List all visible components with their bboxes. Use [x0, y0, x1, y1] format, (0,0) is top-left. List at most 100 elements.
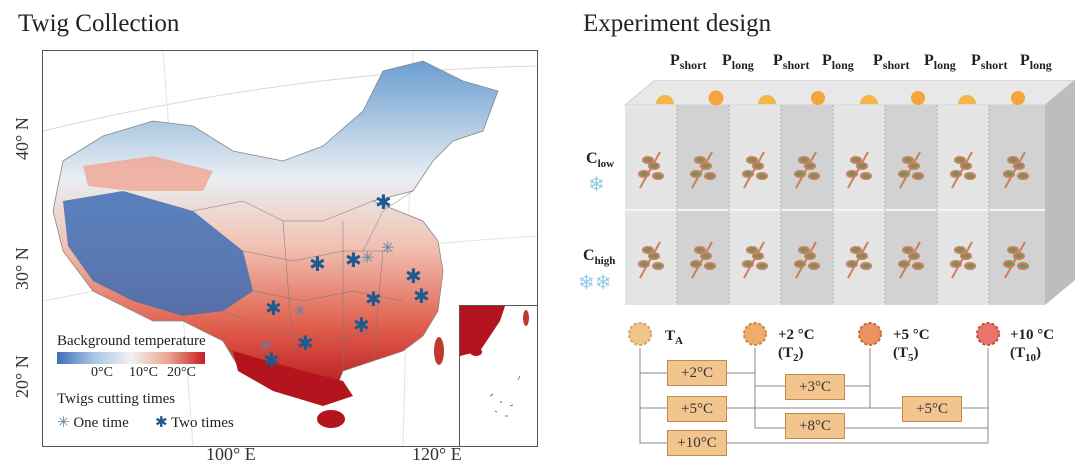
- photoperiod-label: Pshort: [773, 52, 809, 73]
- twig-icon: [690, 151, 716, 189]
- p-letter: P: [722, 52, 732, 69]
- sun-plus2-icon: [743, 322, 767, 346]
- t-main: +2 °C: [778, 327, 815, 343]
- panel-title-experiment-design: Experiment design: [583, 10, 772, 37]
- photoperiod-labels: Pshort Plong Pshort Plong Pshort Plong P…: [660, 52, 1070, 82]
- twig-icon: [1003, 241, 1029, 279]
- double-snowflake-icon: ❄❄: [578, 270, 612, 294]
- twig-icon: [794, 241, 820, 279]
- increment-box-plus2: +2°C: [667, 360, 727, 386]
- twig-icon: [950, 241, 976, 279]
- south-hot-region: [233, 351, 353, 406]
- sun-icon: [1011, 91, 1025, 105]
- increment-box-plus5-b: +5°C: [902, 396, 962, 422]
- site-two-times: ✱: [297, 331, 314, 355]
- temperature-colorbar: [57, 352, 205, 364]
- half-sun-icon: [860, 95, 878, 104]
- photoperiod-label: Pshort: [670, 52, 706, 73]
- column-shading: [625, 105, 1045, 305]
- p-letter: P: [924, 52, 934, 69]
- half-sun-icon: [758, 95, 776, 104]
- south-china-sea-inset: [459, 305, 537, 446]
- c-letter: C: [586, 150, 598, 167]
- site-one-time: ✳: [361, 248, 374, 267]
- chamber-grid-svg: [623, 80, 1075, 305]
- t-paren: (T: [778, 345, 793, 361]
- sun-plus5-icon: [858, 322, 882, 346]
- sun-icon: [811, 91, 825, 105]
- graticule-line: [43, 65, 537, 132]
- t-close: ): [1036, 345, 1041, 361]
- increment-box-plus8: +8°C: [785, 413, 845, 439]
- inset-svg: [460, 306, 529, 417]
- one-time-label: One time: [73, 415, 129, 431]
- map-svg: ✱ ✱ ✱ ✱ ✱ ✱ ✱ ✱ ✱ ✱ ✳ ✳ ✳ ✳: [43, 51, 537, 446]
- sun-icon: [708, 90, 724, 106]
- temp-tick-20: 20°C: [167, 365, 196, 380]
- site-two-times: ✱: [265, 296, 282, 320]
- site-two-times: ✱: [353, 313, 370, 337]
- t-sub: 10: [1025, 352, 1036, 364]
- grid-right-face: [1045, 80, 1075, 305]
- site-two-times: ✱: [413, 284, 430, 308]
- snowflake-icon: ❄: [588, 172, 605, 196]
- plateau-cold-region: [63, 191, 253, 316]
- t-main: +10 °C: [1010, 327, 1055, 343]
- treatment-label-plus10: +10 °C (T10): [1010, 326, 1054, 367]
- twig-icon: [742, 151, 768, 189]
- p-sub: short: [782, 58, 810, 73]
- chilling-label-high: Chigh: [583, 247, 615, 267]
- grid-top-face: [623, 80, 1075, 106]
- taiwan-island: [434, 337, 444, 365]
- y-axis-label-40: 40° N: [12, 117, 32, 160]
- p-letter: P: [670, 52, 680, 69]
- twig-icon: [950, 151, 976, 189]
- x-axis-label-120: 120° E: [412, 444, 462, 464]
- p-sub: short: [679, 58, 707, 73]
- site-one-time: ✳: [381, 238, 394, 257]
- p-letter: P: [773, 52, 783, 69]
- twig-icon: [1003, 151, 1029, 189]
- t-close: ): [798, 345, 804, 361]
- panel-title-twig-collection: Twig Collection: [18, 10, 180, 37]
- p-sub: long: [831, 58, 854, 73]
- p-sub: short: [980, 58, 1008, 73]
- twig-icon: [898, 151, 924, 189]
- photoperiod-label: Plong: [822, 52, 854, 73]
- increment-box-plus3: +3°C: [785, 374, 845, 400]
- hainan-island: [317, 410, 345, 428]
- p-letter: P: [1020, 52, 1030, 69]
- china-landmass: [52, 60, 499, 397]
- t-main: T: [665, 328, 676, 344]
- site-two-times: ✱: [365, 287, 382, 311]
- two-times-icon: ✱: [155, 413, 168, 431]
- sun-plus10-icon: [976, 322, 1000, 346]
- site-two-times: ✱: [309, 252, 326, 276]
- c-sub: low: [597, 158, 615, 171]
- p-letter: P: [873, 52, 883, 69]
- c-letter: C: [583, 247, 595, 264]
- twig-icon: [638, 151, 664, 189]
- treatment-sun-icons: [628, 322, 1000, 346]
- legend-two-times: ✱ Two times: [155, 413, 234, 432]
- sun-icons: [656, 90, 1025, 106]
- t-sub: A: [675, 335, 683, 347]
- site-two-times: ✱: [405, 264, 422, 288]
- photoperiod-label: Plong: [1020, 52, 1052, 73]
- photoperiod-label: Plong: [722, 52, 754, 73]
- y-axis-label-20: 20° N: [12, 355, 32, 398]
- two-times-label: Two times: [171, 415, 234, 431]
- twig-icon: [638, 241, 664, 279]
- t-close: ): [913, 345, 919, 361]
- y-axis-label-30: 30° N: [12, 247, 32, 290]
- twig-icon: [846, 241, 872, 279]
- inset-hainan: [470, 348, 482, 356]
- photoperiod-label: Pshort: [873, 52, 909, 73]
- site-two-times: ✱: [345, 248, 362, 272]
- treatment-label-plus2: +2 °C (T2): [778, 326, 815, 367]
- t-paren: (T: [893, 345, 908, 361]
- treatment-label-ambient: TA: [665, 328, 683, 347]
- site-one-time: ✳: [259, 336, 272, 355]
- t-sub: 5: [908, 352, 914, 364]
- site-two-times: ✱: [263, 348, 280, 372]
